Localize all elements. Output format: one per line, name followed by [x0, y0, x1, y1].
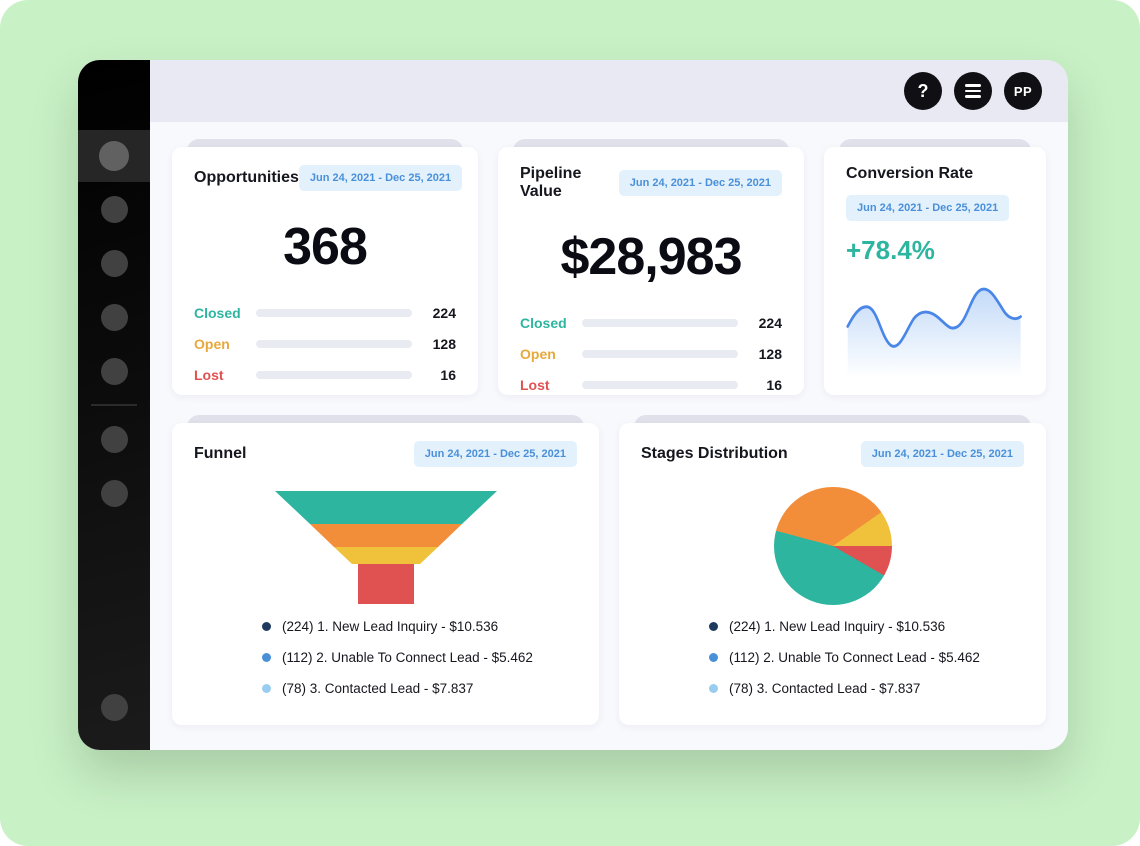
stat-row-closed: Closed 224 — [520, 315, 782, 331]
stages-date-range-badge[interactable]: Jun 24, 2021 - Dec 25, 2021 — [860, 441, 1024, 467]
closed-value: 224 — [432, 305, 456, 321]
hamburger-icon — [965, 84, 981, 98]
funnel-date-range-badge[interactable]: Jun 24, 2021 - Dec 25, 2021 — [413, 441, 577, 467]
menu-button[interactable] — [954, 72, 992, 110]
legend-dot-1 — [262, 622, 271, 631]
legend-dot-1 — [709, 622, 718, 631]
legend-text: (112) 2. Unable To Connect Lead - $5.462 — [282, 650, 533, 665]
sidebar-icon-6 — [100, 479, 128, 507]
legend-text: (224) 1. New Lead Inquiry - $10.536 — [729, 619, 946, 634]
open-label: Open — [520, 346, 556, 362]
pipeline-date-range-badge[interactable]: Jun 24, 2021 - Dec 25, 2021 — [618, 170, 782, 196]
sidebar-item-1[interactable] — [78, 182, 150, 236]
pipeline-total: $28,983 — [560, 228, 743, 286]
open-value: 128 — [758, 346, 782, 362]
legend-item: (112) 2. Unable To Connect Lead - $5.462 — [709, 650, 1024, 665]
conversion-rate-card: Conversion Rate Jun 24, 2021 - Dec 25, 2… — [824, 147, 1046, 395]
lost-bar — [582, 381, 738, 389]
main-area: ? PP Opportunities Jun 24, 2021 — [150, 60, 1068, 750]
opportunities-date-range-badge[interactable]: Jun 24, 2021 - Dec 25, 2021 — [298, 165, 463, 191]
sidebar-item-5[interactable] — [78, 412, 150, 466]
sidebar-icon-1 — [100, 195, 128, 223]
legend-text: (78) 3. Contacted Lead - $7.837 — [729, 681, 921, 696]
sidebar-item-2[interactable] — [78, 236, 150, 290]
open-bar — [582, 350, 738, 358]
open-value: 128 — [432, 336, 456, 352]
legend-item: (112) 2. Unable To Connect Lead - $5.462 — [262, 650, 577, 665]
legend-dot-2 — [709, 653, 718, 662]
sidebar-icon-3 — [100, 303, 128, 331]
lost-value: 16 — [440, 367, 456, 383]
stat-row-open: Open 128 — [194, 336, 456, 352]
stages-legend: (224) 1. New Lead Inquiry - $10.536 (112… — [709, 619, 1024, 696]
charts-row: Funnel Jun 24, 2021 - Dec 25, 2021 — [172, 415, 1046, 725]
dashboard-icon — [99, 141, 129, 171]
opportunities-total: 368 — [283, 218, 368, 276]
sidebar-icon-bottom — [100, 693, 128, 721]
top-bar: ? PP — [150, 60, 1068, 122]
legend-item: (78) 3. Contacted Lead - $7.837 — [709, 681, 1024, 696]
conversion-date-range-badge[interactable]: Jun 24, 2021 - Dec 25, 2021 — [846, 195, 1010, 221]
pipeline-value-card: Pipeline Value Jun 24, 2021 - Dec 25, 20… — [498, 147, 804, 395]
legend-text: (224) 1. New Lead Inquiry - $10.536 — [282, 619, 499, 634]
closed-bar — [256, 309, 412, 317]
closed-label: Closed — [194, 305, 241, 321]
sidebar-logo-area — [78, 60, 150, 130]
help-button[interactable]: ? — [904, 72, 942, 110]
funnel-chart — [274, 491, 497, 604]
open-bar — [256, 340, 412, 348]
stat-row-closed: Closed 224 — [194, 305, 456, 321]
closed-label: Closed — [520, 315, 567, 331]
conversion-line-chart — [846, 287, 1022, 379]
legend-dot-2 — [262, 653, 271, 662]
stat-row-lost: Lost 16 — [520, 377, 782, 393]
funnel-title: Funnel — [194, 445, 247, 462]
stages-pie-chart — [773, 487, 892, 605]
app-window: ? PP Opportunities Jun 24, 2021 — [78, 60, 1068, 750]
question-mark-icon: ? — [917, 80, 929, 101]
sidebar-icon-4 — [100, 357, 128, 385]
closed-value: 224 — [758, 315, 782, 331]
conversion-rate-value: +78.4% — [846, 235, 935, 265]
pipeline-title: Pipeline Value — [520, 165, 582, 200]
opportunities-title: Opportunities — [194, 169, 299, 186]
sidebar-item-settings[interactable] — [78, 680, 150, 734]
sidebar — [78, 60, 150, 750]
sidebar-item-4[interactable] — [78, 344, 150, 398]
closed-bar — [582, 319, 738, 327]
funnel-card: Funnel Jun 24, 2021 - Dec 25, 2021 — [172, 423, 599, 725]
sidebar-item-active[interactable] — [78, 130, 150, 182]
lost-label: Lost — [194, 367, 224, 383]
sidebar-item-3[interactable] — [78, 290, 150, 344]
stat-row-open: Open 128 — [520, 346, 782, 362]
stages-distribution-card: Stages Distribution Jun 24, 2021 - Dec 2… — [619, 423, 1046, 725]
conversion-title: Conversion Rate — [846, 165, 974, 182]
avatar-initials: PP — [1013, 83, 1033, 99]
legend-text: (112) 2. Unable To Connect Lead - $5.462 — [729, 650, 980, 665]
stat-row-lost: Lost 16 — [194, 367, 456, 383]
sidebar-icon-5 — [100, 425, 128, 453]
legend-dot-3 — [262, 684, 271, 693]
lost-bar — [256, 371, 412, 379]
stats-row: Opportunities Jun 24, 2021 - Dec 25, 202… — [172, 139, 1046, 395]
sidebar-divider — [91, 404, 137, 406]
dashboard-content: Opportunities Jun 24, 2021 - Dec 25, 202… — [150, 122, 1068, 750]
funnel-legend: (224) 1. New Lead Inquiry - $10.536 (112… — [262, 619, 577, 696]
legend-dot-3 — [709, 684, 718, 693]
opportunities-card: Opportunities Jun 24, 2021 - Dec 25, 202… — [172, 147, 478, 395]
legend-item: (78) 3. Contacted Lead - $7.837 — [262, 681, 577, 696]
open-label: Open — [194, 336, 230, 352]
legend-item: (224) 1. New Lead Inquiry - $10.536 — [262, 619, 577, 634]
sidebar-icon-2 — [100, 249, 128, 277]
legend-text: (78) 3. Contacted Lead - $7.837 — [282, 681, 474, 696]
stages-title: Stages Distribution — [641, 445, 788, 462]
sidebar-item-6[interactable] — [78, 466, 150, 520]
lost-value: 16 — [766, 377, 782, 393]
user-avatar[interactable]: PP — [1004, 72, 1042, 110]
legend-item: (224) 1. New Lead Inquiry - $10.536 — [709, 619, 1024, 634]
lost-label: Lost — [520, 377, 550, 393]
